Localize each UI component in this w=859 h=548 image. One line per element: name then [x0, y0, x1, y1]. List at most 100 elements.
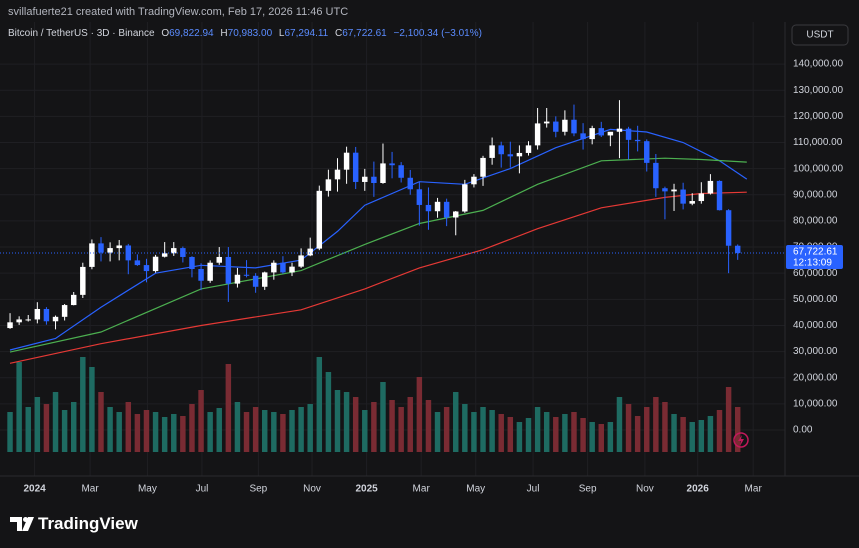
candle-body: [152, 256, 159, 272]
candle-body: [589, 128, 595, 140]
volume-bar: [116, 412, 122, 452]
volume-bar: [343, 392, 350, 452]
candle-body: [207, 262, 213, 281]
volume-bar: [371, 402, 377, 452]
candle-body: [425, 204, 432, 212]
x-tick-label: Nov: [303, 484, 321, 495]
y-tick-label: 60,000.00: [793, 268, 838, 279]
volume-bar: [607, 422, 614, 452]
candle-body: [89, 243, 95, 267]
volume-bar: [698, 420, 705, 452]
candle-body: [271, 262, 277, 273]
candle-body: [644, 141, 650, 163]
candle-body: [453, 211, 459, 218]
volume-bar: [298, 407, 304, 452]
volume-bar: [462, 404, 468, 452]
volume-bar: [261, 410, 268, 452]
volume-bar: [16, 362, 22, 452]
y-tick-label: 50,000.00: [793, 294, 838, 305]
brand-logo: [10, 517, 34, 531]
candle-body: [671, 189, 677, 192]
alert-ring[interactable]: [733, 432, 749, 448]
candle-body: [416, 189, 423, 205]
candle-body: [43, 308, 50, 322]
legend-change: −2,100.34 (−3.01%): [394, 28, 482, 39]
last-price-label: 67,722.61: [793, 247, 838, 258]
volume-bar: [680, 417, 686, 452]
y-tick-label: 20,000.00: [793, 372, 838, 383]
alert-icon[interactable]: [733, 432, 749, 448]
candle-body: [489, 145, 495, 158]
volume-bar: [616, 397, 623, 452]
volume-bar: [380, 382, 386, 452]
volume-bar: [453, 392, 459, 452]
x-tick-label: May: [138, 484, 157, 495]
candle-body: [25, 319, 31, 321]
y-tick-label: 130,000.00: [793, 85, 843, 96]
candle-body: [70, 294, 77, 306]
candle-body: [252, 275, 259, 287]
candle-body: [125, 245, 132, 261]
candle-body: [516, 152, 523, 157]
volume-bar: [280, 414, 286, 452]
volume-bar: [198, 390, 204, 452]
candle-body: [625, 128, 632, 140]
symbol-title: Bitcoin / TetherUS · 3D · Binance: [8, 28, 155, 39]
y-tick-label: 0.00: [793, 425, 813, 436]
volume-bar: [216, 408, 222, 452]
candle-body: [234, 274, 241, 284]
candle-body: [98, 243, 104, 253]
candle-body: [16, 319, 22, 323]
volume-bar: [671, 414, 677, 452]
x-tick-label: Sep: [579, 484, 597, 495]
candle-body: [462, 184, 468, 212]
x-tick-label: Mar: [81, 484, 99, 495]
volume-bar: [362, 410, 368, 452]
volume-bar: [498, 414, 504, 452]
candle-body: [734, 245, 741, 254]
volume-bar: [25, 407, 31, 452]
volume-bar: [534, 407, 541, 452]
candle-body: [407, 177, 413, 190]
volume-bar: [516, 422, 523, 452]
alert-bolt[interactable]: [738, 435, 744, 446]
candle-body: [261, 272, 268, 287]
currency-box[interactable]: [791, 24, 849, 46]
volume-bar: [644, 407, 650, 452]
candle-body: [571, 119, 577, 134]
volume-bar: [725, 387, 732, 452]
volume-bar: [171, 414, 177, 452]
volume-bar: [553, 417, 559, 452]
volume-bar: [489, 410, 495, 452]
x-tick-label: Mar: [745, 484, 763, 495]
legend-value: 69,822.94: [169, 28, 214, 39]
volume-bar: [134, 414, 141, 452]
volume-bar: [34, 397, 41, 452]
x-tick-label: Jul: [527, 484, 540, 495]
candle-body: [443, 201, 450, 218]
candle-body: [616, 128, 623, 132]
candle-body: [698, 193, 705, 202]
volume-bar: [143, 410, 150, 452]
volume-bar: [180, 416, 186, 452]
volume-bar: [598, 424, 604, 452]
candle-body: [307, 248, 313, 256]
candle-body: [653, 162, 659, 189]
candle-body: [507, 154, 514, 157]
legend-key: C: [335, 28, 342, 39]
currency[interactable]: USDT: [806, 30, 833, 41]
candle-body: [116, 245, 122, 249]
candle-body: [189, 256, 195, 269]
volume-bar: [43, 404, 50, 452]
candle-body: [389, 163, 395, 166]
volume-bar: [407, 397, 413, 452]
candle-body: [34, 308, 41, 320]
y-tick-label: 120,000.00: [793, 111, 843, 122]
candle-body: [553, 121, 559, 132]
candle-body: [198, 268, 204, 281]
candle-body: [398, 165, 404, 178]
candle-body: [225, 256, 232, 284]
y-tick-label: 80,000.00: [793, 216, 838, 227]
